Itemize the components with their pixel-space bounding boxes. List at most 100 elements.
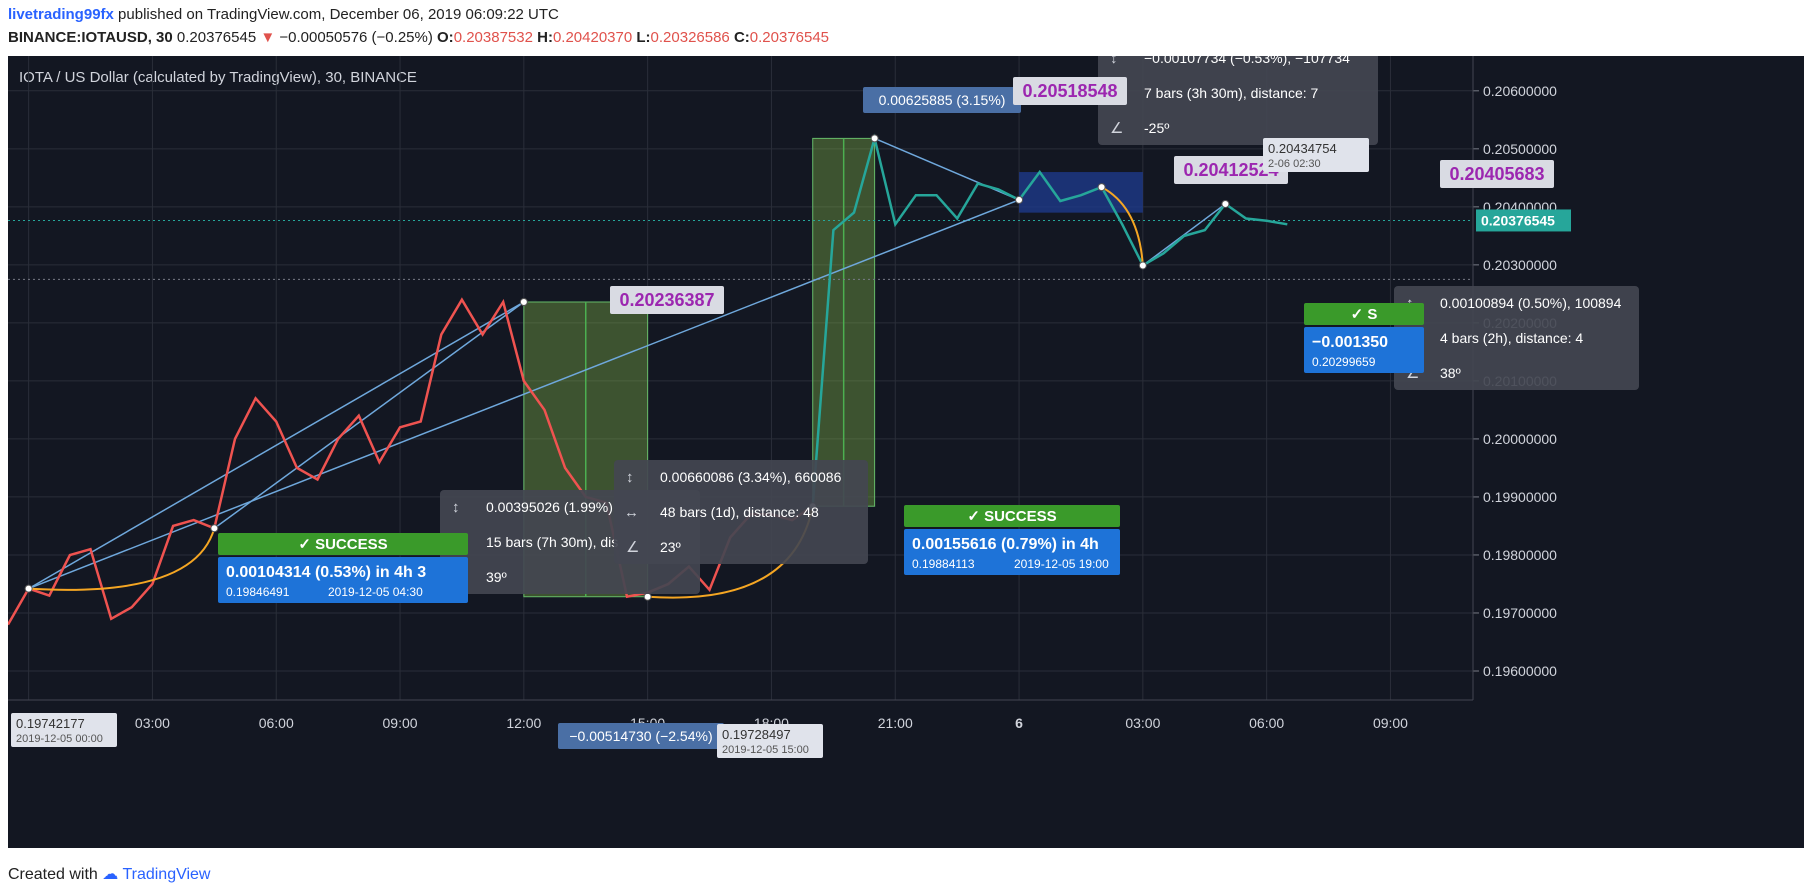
measure-box-4 xyxy=(1394,286,1639,390)
y-tick-label: 0.20000000 xyxy=(1483,431,1557,447)
x-tick-label: 09:00 xyxy=(383,715,418,731)
vertical-range-icon: ↕ xyxy=(626,469,634,486)
price-change: −0.00050576 (−0.25%) xyxy=(279,29,433,46)
x-tick-label: 06:00 xyxy=(1249,715,1284,731)
trend-line xyxy=(213,301,525,529)
measure-box-3 xyxy=(1098,56,1378,145)
y-tick-label: 0.20500000 xyxy=(1483,141,1557,157)
callout-1-date-text: 2019-12-05 04:30 xyxy=(328,585,423,599)
range-badge-down-text: −0.00514730 (−2.54%) xyxy=(569,728,712,744)
down-arrow-icon: ▼ xyxy=(260,29,276,46)
callout-3-main-text: −0.001350 xyxy=(1312,334,1388,351)
y-tick-label: 0.19700000 xyxy=(1483,605,1557,621)
open-label: O: xyxy=(437,29,454,46)
x-tick-label: 06:00 xyxy=(259,715,294,731)
measure-box-2 xyxy=(614,460,868,564)
x-tick-label: 03:00 xyxy=(135,715,170,731)
chart-title: IOTA / US Dollar (calculated by TradingV… xyxy=(19,69,417,86)
measure-price-text: 0.00660086 (3.34%), 660086 xyxy=(660,469,842,485)
created-with-text: Created with xyxy=(8,866,98,883)
callout-1-box xyxy=(218,557,468,603)
point-marker xyxy=(870,134,879,143)
y-tick-label: 0.19800000 xyxy=(1483,547,1557,563)
callout-1-success-bar xyxy=(218,533,468,555)
forecast-arc xyxy=(28,527,216,591)
last-price-axis-text: 0.20376545 xyxy=(1481,212,1555,228)
point-label-2 xyxy=(717,724,823,758)
callout-1-success-text: ✓ SUCCESS xyxy=(298,536,387,553)
price-series-line xyxy=(811,133,1288,507)
point-label-3-date: 2-06 02:30 xyxy=(1268,158,1321,170)
price-tag-1 xyxy=(610,286,724,314)
point-label-1-price: 0.19742177 xyxy=(16,716,85,731)
callout-3-price-text: 0.20299659 xyxy=(1312,355,1376,369)
author-link[interactable]: livetrading99fx xyxy=(8,6,114,23)
price-tag-3-text: 0.20412524 xyxy=(1183,160,1278,180)
callout-1-main-text: 0.00104314 (0.53%) in 4h 3 xyxy=(226,564,426,581)
price-tag-1-text: 0.20236387 xyxy=(619,290,714,310)
measure-bars-text: 7 bars (3h 30m), distance: 7 xyxy=(1144,85,1319,101)
callout-2-date-text: 2019-12-05 19:00 xyxy=(1014,557,1109,571)
symbol-info: BINANCE:IOTAUSD, 30 0.20376545 ▼ −0.0005… xyxy=(8,29,829,46)
price-tag-2 xyxy=(1013,77,1127,105)
price-tag-4 xyxy=(1440,160,1554,188)
callout-2-price-text: 0.19884113 xyxy=(912,557,975,571)
last-price-axis-tag xyxy=(1476,209,1571,232)
callout-2-main-text: 0.00155616 (0.79%) in 4h xyxy=(912,536,1099,553)
last-price: 0.20376545 xyxy=(176,29,257,46)
callout-2-success-text: ✓ SUCCESS xyxy=(967,508,1056,525)
y-tick-label: 0.19900000 xyxy=(1483,489,1557,505)
footer: Created with ☁ TradingView xyxy=(8,864,210,884)
price-tag-2-text: 0.20518548 xyxy=(1022,81,1117,101)
measure-bars-text: 4 bars (2h), distance: 4 xyxy=(1440,330,1583,346)
point-label-3 xyxy=(1263,138,1369,172)
trend-line xyxy=(28,199,1020,590)
point-marker xyxy=(643,592,652,601)
point-marker xyxy=(1097,183,1106,192)
price-tag-4-text: 0.20405683 xyxy=(1449,164,1544,184)
open-value: 0.20387532 xyxy=(453,29,533,46)
close-label: C: xyxy=(733,29,750,46)
x-tick-label: 21:00 xyxy=(878,715,913,731)
price-tag-3 xyxy=(1174,156,1288,184)
callout-3-box xyxy=(1304,327,1424,373)
callout-2-box xyxy=(904,529,1120,575)
symbol-name: BINANCE:IOTAUSD, 30 xyxy=(8,29,173,46)
point-marker xyxy=(210,524,219,533)
x-tick-label: 12:00 xyxy=(506,715,541,731)
price-chart[interactable]: IOTA / US Dollar (calculated by TradingV… xyxy=(8,56,1804,848)
point-label-3-price: 0.20434754 xyxy=(1268,141,1337,156)
measure-angle-text: 23º xyxy=(660,539,681,555)
high-value: 0.20420370 xyxy=(552,29,633,46)
measure-bars-text: 48 bars (1d), distance: 48 xyxy=(660,504,819,520)
low-value: 0.20326586 xyxy=(650,29,730,46)
callout-3-success-text: ✓ S xyxy=(1351,306,1378,323)
tradingview-logo-icon[interactable]: ☁ xyxy=(102,866,119,883)
vertical-range-icon: ↕ xyxy=(452,499,460,516)
high-label: H: xyxy=(537,29,553,46)
range-zone-3 xyxy=(1019,172,1143,213)
point-marker xyxy=(24,584,33,593)
point-marker xyxy=(1138,261,1147,270)
measure-bars-text: 15 bars (7h 30m), dis xyxy=(486,534,618,550)
range-badge-up xyxy=(863,87,1021,113)
range-badge-down xyxy=(558,723,724,749)
angle-icon: ∠ xyxy=(626,539,639,556)
vertical-range-icon: ↕ xyxy=(1110,56,1118,67)
callout-2-success-bar xyxy=(904,505,1120,527)
point-label-1-date: 2019-12-05 00:00 xyxy=(16,733,103,745)
callout-3-success-bar xyxy=(1304,303,1424,325)
measure-angle-text: 38º xyxy=(1440,365,1461,381)
tradingview-brand[interactable]: TradingView xyxy=(122,866,211,883)
point-label-2-date: 2019-12-05 15:00 xyxy=(722,744,809,756)
x-tick-label: 6 xyxy=(1015,715,1023,731)
measure-price-text: −0.00107734 (−0.53%), −107734 xyxy=(1144,56,1350,66)
y-tick-label: 0.20600000 xyxy=(1483,83,1557,99)
trend-line xyxy=(28,301,525,590)
point-marker xyxy=(519,297,528,306)
point-marker xyxy=(1221,199,1230,208)
point-marker xyxy=(1015,195,1024,204)
x-tick-label: 03:00 xyxy=(1125,715,1160,731)
forecast-arc xyxy=(1101,186,1144,266)
publish-text: published on TradingView.com, December 0… xyxy=(118,6,559,23)
